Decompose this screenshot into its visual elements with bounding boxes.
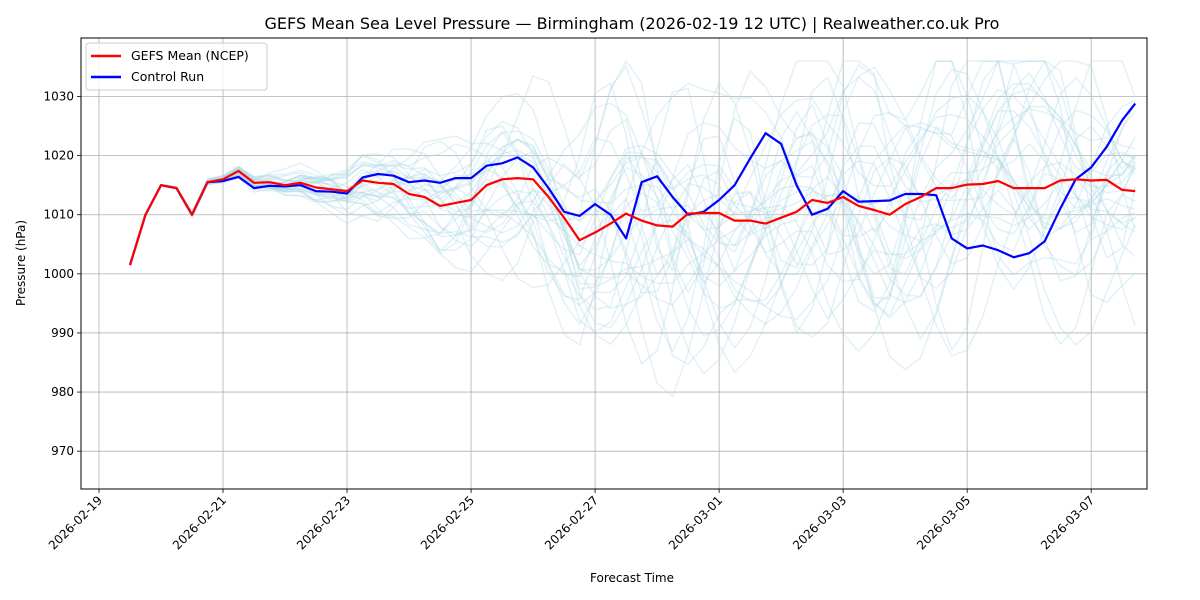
grid <box>81 38 1147 489</box>
ensemble-member-line <box>129 66 1136 365</box>
y-tick-label: 1000 <box>43 267 74 281</box>
ensemble-member-line <box>129 60 1136 326</box>
ensemble-member-line <box>129 136 1136 320</box>
y-axis-label: Pressure (hPa) <box>14 220 28 306</box>
ensemble-member-line <box>129 60 1136 346</box>
gefs-mean-line <box>128 169 1136 266</box>
ensemble-member-line <box>129 82 1136 346</box>
y-tick-label: 1010 <box>43 208 74 222</box>
ensemble-member-line <box>129 92 1136 371</box>
ensemble-member-line <box>129 102 1136 357</box>
y-axis-ticks: 970 980 990 1000 1010 1020 1030 <box>43 90 81 458</box>
ensemble-member-line <box>129 60 1136 266</box>
legend-label-control: Control Run <box>131 69 204 84</box>
control-run-line <box>128 102 1137 266</box>
ensemble-member-line <box>129 60 1136 306</box>
series-lines <box>128 102 1137 266</box>
ensemble-member-line <box>129 109 1136 349</box>
chart-title: GEFS Mean Sea Level Pressure — Birmingha… <box>265 14 1000 33</box>
plot-frame <box>80 37 1148 490</box>
ensemble-member-line <box>129 76 1136 287</box>
ensemble-member-line <box>129 149 1136 304</box>
ensemble-member-line <box>129 60 1136 374</box>
y-tick-label: 1030 <box>43 90 74 104</box>
legend-box <box>85 42 268 91</box>
ensemble-member-line <box>129 65 1136 345</box>
ensemble-member-line <box>129 105 1136 398</box>
ensemble-members <box>129 60 1136 398</box>
y-tick-label: 990 <box>51 326 74 340</box>
legend-label-mean: GEFS Mean (NCEP) <box>131 48 249 63</box>
y-tick-label: 1020 <box>43 149 74 163</box>
y-tick-label: 980 <box>51 385 74 399</box>
x-axis-label: Forecast Time <box>590 571 674 585</box>
ensemble-member-line <box>129 74 1136 340</box>
ensemble-member-line <box>129 60 1136 311</box>
ensemble-member-line <box>129 87 1136 325</box>
ensemble-member-line <box>129 60 1136 375</box>
ensemble-member-line <box>129 60 1136 300</box>
y-tick-label: 970 <box>51 444 74 458</box>
ensemble-member-line <box>129 88 1136 319</box>
ensemble-member-line <box>129 60 1136 353</box>
ensemble-member-line <box>129 82 1136 352</box>
legend: GEFS Mean (NCEP) Control Run <box>85 42 268 91</box>
ensemble-member-line <box>129 60 1136 352</box>
